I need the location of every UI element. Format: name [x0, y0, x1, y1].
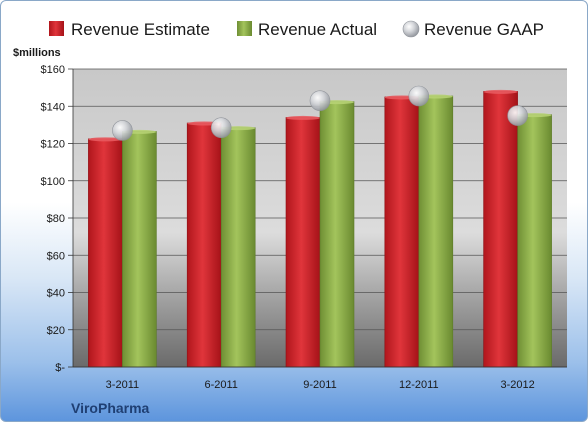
bar-revenue-estimate — [285, 117, 321, 368]
bar-revenue-estimate — [88, 138, 123, 368]
bar-revenue-estimate — [483, 91, 518, 368]
marker-revenue-gaap — [210, 117, 232, 138]
bar-revenue-estimate-top — [483, 89, 518, 94]
bar-revenue-estimate-top — [88, 137, 123, 142]
y-tick-label: $- — [55, 362, 65, 374]
bars — [88, 89, 552, 368]
bar-revenue-actual — [220, 127, 256, 368]
legend-label-revenue-gaap: Revenue GAAP — [424, 20, 544, 39]
company-name: ViroPharma — [71, 400, 150, 416]
y-tick-label: $60 — [47, 250, 65, 262]
y-tick-label: $120 — [41, 139, 65, 151]
bar-revenue-actual — [418, 95, 454, 368]
y-tick-label: $100 — [41, 176, 65, 188]
y-tick-label: $160 — [41, 64, 65, 76]
legend-swatch-revenue-actual — [237, 21, 252, 36]
legend-label-revenue-estimate: Revenue Estimate — [71, 20, 210, 39]
marker-revenue-gaap — [507, 105, 528, 126]
bar-revenue-estimate-top — [286, 115, 320, 120]
marker-revenue-gaap — [309, 90, 331, 111]
legend: Revenue Estimate Revenue Actual Revenue … — [49, 20, 544, 39]
x-tick-label: 12-2011 — [399, 379, 439, 391]
y-tick-label: $20 — [47, 325, 65, 337]
y-tick-label: $140 — [41, 101, 65, 113]
marker-revenue-gaap — [408, 85, 430, 107]
y-tick-label: $40 — [47, 288, 65, 300]
bar-revenue-actual — [319, 101, 355, 368]
x-axis: 3-2011 6-2011 9-2011 12-2011 3-2012 — [73, 366, 567, 391]
y-tick-label: $80 — [47, 213, 65, 225]
legend-swatch-revenue-gaap — [402, 20, 420, 38]
x-tick-label: 6-2011 — [204, 379, 237, 391]
legend-swatch-revenue-estimate — [49, 21, 64, 36]
y-axis-label: $millions — [13, 47, 61, 59]
x-tick-label: 3-2011 — [106, 379, 139, 391]
bar-revenue-estimate — [186, 122, 222, 368]
y-axis: $- $20 $40 $60 $80 $100 $120 $140 $160 — [41, 64, 74, 374]
bar-revenue-estimate — [384, 96, 420, 368]
x-tick-label: 3-2012 — [500, 379, 534, 391]
legend-label-revenue-actual: Revenue Actual — [258, 20, 377, 39]
bar-revenue-actual — [122, 131, 157, 368]
marker-revenue-gaap — [112, 120, 133, 141]
bar-revenue-actual — [517, 114, 552, 368]
x-tick-label: 9-2011 — [303, 379, 336, 391]
gaap-markers — [112, 85, 528, 141]
